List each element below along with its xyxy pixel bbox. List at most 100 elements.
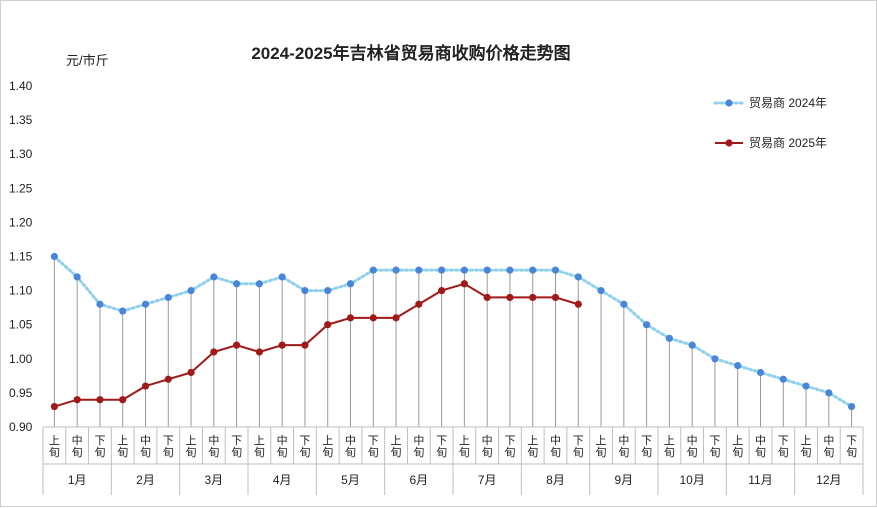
data-point-0	[848, 402, 856, 411]
legend-label: 贸易商 2025年	[749, 135, 827, 150]
y-tick-label: 1.00	[9, 352, 33, 366]
period-label: 上旬	[459, 434, 470, 459]
period-label: 中旬	[208, 434, 219, 459]
data-point-1	[141, 382, 150, 390]
data-point-0	[255, 280, 263, 288]
period-label: 上旬	[732, 434, 743, 459]
data-point-1	[119, 396, 127, 404]
month-label: 10月	[679, 473, 704, 487]
data-point-1	[438, 287, 446, 295]
period-label: 下旬	[778, 435, 789, 459]
period-label: 上旬	[322, 434, 333, 459]
x-axis: 上旬中旬下旬上旬中旬下旬上旬中旬下旬上旬中旬下旬上旬中旬下旬上旬中旬下旬上旬中旬…	[42, 426, 864, 495]
y-tick-label: 1.25	[9, 181, 33, 195]
y-tick-label: 1.10	[9, 284, 33, 298]
data-point-1	[50, 402, 58, 411]
data-point-0	[141, 300, 150, 308]
month-label: 1月	[68, 473, 87, 487]
data-point-0	[688, 341, 696, 349]
data-point-1	[278, 341, 286, 349]
y-tick-label: 1.15	[9, 250, 33, 264]
period-label: 中旬	[482, 434, 493, 459]
y-tick-label: 1.05	[9, 318, 33, 332]
data-point-1	[483, 293, 491, 302]
period-label: 下旬	[504, 435, 515, 459]
period-label: 上旬	[254, 434, 265, 459]
period-label: 中旬	[823, 434, 834, 459]
period-label: 下旬	[163, 435, 174, 459]
data-point-1	[369, 314, 377, 322]
period-label: 上旬	[186, 434, 197, 459]
legend-swatch-marker	[725, 99, 733, 107]
data-point-1	[73, 396, 81, 404]
data-point-1	[346, 314, 355, 322]
data-point-0	[210, 273, 218, 281]
data-point-1	[255, 348, 263, 356]
data-point-0	[460, 266, 468, 274]
chart-title: 2024-2025年吉林省贸易商收购价格走势图	[251, 43, 570, 63]
data-point-0	[574, 273, 582, 281]
y-axis-label: 元/市斤	[66, 53, 109, 68]
period-label: 上旬	[527, 434, 538, 459]
period-label: 上旬	[664, 434, 675, 459]
period-label: 上旬	[49, 434, 60, 459]
data-point-1	[164, 375, 172, 383]
data-point-0	[73, 273, 81, 281]
y-tick-label: 0.95	[9, 386, 33, 400]
y-axis: 0.90 0.95 1.00 1.05 1.10 1.15 1.20 1.25 1.30 1.35…	[9, 79, 33, 434]
data-point-1	[96, 396, 104, 404]
month-label: 6月	[409, 473, 428, 487]
series-line-1	[54, 282, 579, 408]
data-point-1	[460, 280, 468, 288]
period-label: 中旬	[140, 434, 151, 459]
period-label: 中旬	[550, 434, 561, 459]
data-point-0	[96, 300, 104, 308]
y-tick-label: 1.20	[9, 215, 33, 229]
data-point-1	[187, 368, 195, 377]
period-label: 中旬	[413, 434, 424, 459]
period-label: 下旬	[94, 435, 105, 459]
data-point-1	[392, 314, 400, 322]
y-tick-label: 0.90	[9, 420, 33, 434]
data-point-1	[551, 293, 560, 302]
y-tick-label: 1.30	[9, 147, 33, 161]
data-point-0	[665, 334, 673, 342]
data-point-1	[415, 300, 423, 308]
data-point-0	[278, 273, 286, 281]
period-label: 中旬	[277, 434, 288, 459]
month-label: 8月	[546, 473, 565, 487]
legend-swatch-marker	[725, 139, 733, 147]
period-label: 中旬	[618, 434, 629, 459]
month-label: 11月	[748, 473, 772, 487]
data-point-0	[415, 266, 423, 274]
data-point-1	[233, 341, 241, 349]
data-point-1	[210, 348, 218, 356]
data-point-0	[756, 368, 765, 377]
month-label: 12月	[816, 473, 841, 487]
data-point-1	[324, 321, 332, 329]
period-label: 上旬	[596, 434, 607, 459]
data-point-0	[438, 266, 446, 274]
period-label: 下旬	[846, 435, 857, 459]
data-point-0	[392, 266, 400, 274]
period-label: 下旬	[299, 435, 310, 459]
data-point-0	[551, 266, 560, 274]
data-point-0	[324, 287, 332, 295]
data-point-0	[233, 280, 241, 288]
data-point-0	[643, 321, 651, 329]
period-label: 上旬	[117, 434, 128, 459]
month-label: 3月	[204, 473, 223, 487]
month-label: 7月	[478, 473, 497, 487]
data-point-0	[50, 252, 58, 261]
data-point-0	[529, 266, 537, 274]
period-label: 上旬	[391, 434, 402, 459]
data-point-1	[506, 293, 514, 302]
data-point-0	[711, 355, 719, 363]
data-point-0	[620, 300, 628, 308]
data-point-0	[164, 293, 172, 302]
data-point-0	[346, 280, 355, 288]
plot-area	[50, 252, 856, 411]
month-label: 2月	[136, 473, 155, 487]
data-point-0	[506, 266, 514, 274]
period-label: 中旬	[755, 434, 766, 459]
